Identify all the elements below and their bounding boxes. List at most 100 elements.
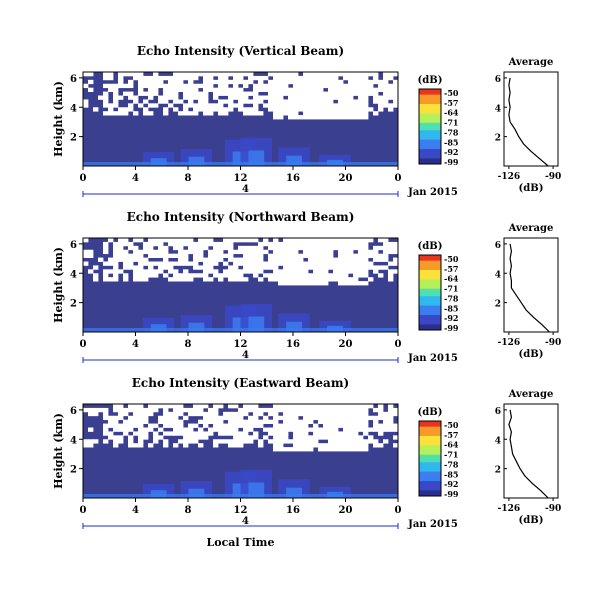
missing-cell	[148, 269, 154, 274]
missing-cell	[358, 75, 364, 81]
missing-cell	[328, 435, 334, 440]
missing-cell	[133, 99, 139, 104]
missing-cell	[388, 72, 394, 77]
missing-cell	[313, 404, 319, 409]
missing-cell	[338, 111, 344, 116]
missing-cell	[148, 404, 154, 409]
missing-cell	[338, 443, 344, 448]
missing-cell	[303, 111, 309, 116]
missing-cell	[328, 249, 334, 255]
missing-cell	[253, 419, 259, 424]
missing-cell	[188, 411, 194, 417]
missing-cell	[198, 99, 204, 104]
x-tick-label: 20	[339, 339, 353, 350]
colorbar-tick-label: -71	[444, 284, 458, 294]
missing-cell	[323, 261, 329, 266]
average-y-tick-label: 2	[495, 134, 501, 144]
missing-cell	[153, 87, 159, 92]
missing-cell	[363, 99, 369, 104]
missing-cell	[223, 269, 229, 274]
missing-cell	[198, 431, 204, 436]
missing-cell	[233, 415, 239, 421]
missing-cell	[303, 95, 309, 100]
missing-cell	[213, 91, 219, 96]
missing-cell	[363, 95, 369, 100]
missing-cell	[308, 95, 314, 100]
missing-cell	[383, 95, 389, 100]
missing-cell	[148, 245, 154, 251]
missing-cell	[378, 95, 384, 100]
missing-cell	[173, 79, 179, 85]
missing-cell	[118, 95, 124, 100]
ground-echo	[83, 494, 398, 498]
colorbar-segment	[419, 137, 441, 141]
missing-cell	[283, 265, 289, 270]
missing-cell	[243, 261, 249, 266]
missing-cell	[258, 443, 264, 448]
missing-cell	[243, 435, 249, 440]
missing-cell	[323, 83, 329, 89]
colorbar-tick-label: -57	[444, 264, 458, 274]
missing-cell	[288, 238, 294, 243]
missing-cell	[233, 443, 239, 448]
missing-cell	[283, 91, 289, 96]
x-tick-label: 0	[80, 505, 87, 516]
missing-cell	[173, 273, 179, 278]
missing-cell	[343, 439, 349, 444]
missing-cell	[273, 111, 279, 116]
missing-cell	[348, 241, 354, 247]
missing-cell	[343, 72, 349, 77]
missing-cell	[273, 87, 279, 92]
missing-cell	[188, 99, 194, 104]
missing-cell	[258, 75, 264, 81]
missing-cell	[233, 277, 239, 282]
missing-cell	[173, 427, 179, 432]
missing-cell	[268, 407, 274, 413]
missing-cell	[288, 91, 294, 96]
missing-cell	[183, 249, 189, 255]
missing-cell	[198, 253, 204, 258]
colorbar-tick-label: -71	[444, 118, 458, 128]
missing-cell	[188, 72, 194, 77]
missing-cell	[228, 265, 234, 270]
missing-cell	[328, 439, 334, 444]
missing-cell	[278, 261, 284, 266]
missing-cell	[363, 83, 369, 89]
missing-cell	[308, 115, 314, 120]
missing-cell	[293, 447, 299, 452]
y-tick-label: 2	[70, 465, 77, 476]
date-axis-day: 4	[242, 184, 249, 195]
missing-cell	[253, 269, 259, 274]
missing-cell	[153, 273, 159, 278]
missing-cell	[263, 103, 269, 108]
y-axis-label: Height (km)	[52, 247, 65, 323]
missing-cell	[298, 269, 304, 274]
missing-cell	[283, 253, 289, 258]
missing-cell	[258, 245, 264, 251]
colorbar-segment	[419, 132, 441, 135]
missing-cell	[248, 111, 254, 116]
missing-cell	[348, 83, 354, 89]
missing-cell	[298, 107, 304, 112]
missing-cell	[208, 107, 214, 112]
missing-cell	[318, 443, 324, 448]
missing-cell	[203, 415, 209, 421]
missing-cell	[373, 423, 379, 428]
missing-cell	[383, 238, 389, 243]
missing-cell	[163, 257, 169, 262]
missing-cell	[198, 107, 204, 112]
missing-cell	[203, 111, 209, 116]
missing-cell	[378, 273, 384, 278]
missing-cell	[308, 238, 314, 243]
missing-cell	[108, 261, 114, 266]
colorbar-segment	[419, 328, 441, 331]
missing-cell	[348, 111, 354, 116]
missing-cell	[383, 439, 389, 444]
missing-cell	[283, 83, 289, 89]
missing-cell	[278, 72, 284, 77]
missing-cell	[228, 423, 234, 428]
missing-cell	[213, 87, 219, 92]
missing-cell	[328, 447, 334, 452]
missing-cell	[243, 427, 249, 432]
missing-cell	[393, 245, 399, 251]
